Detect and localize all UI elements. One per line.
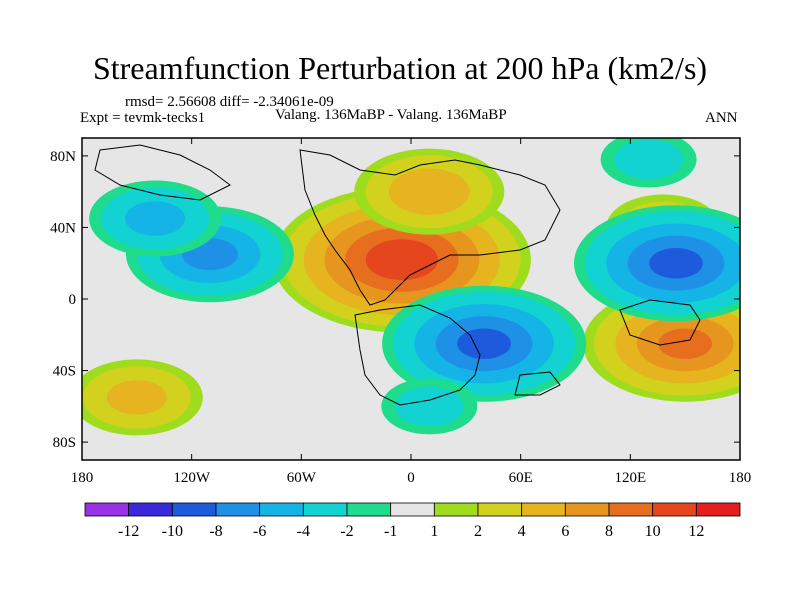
x-tick-label-1: 120W <box>173 470 211 486</box>
colorbar-box-1 <box>128 502 173 517</box>
colorbar-box-2 <box>171 502 217 517</box>
colorbar-label-5: -2 <box>340 523 353 540</box>
colorbar-label-3: -6 <box>253 523 266 540</box>
colorbar-box-7 <box>390 502 435 517</box>
colorbar-label-0: -12 <box>118 523 139 540</box>
colorbar-label-13: 12 <box>688 523 704 540</box>
colorbar-label-9: 4 <box>518 523 526 540</box>
y-tick-label-3: 40S <box>53 364 76 380</box>
x-tick-label-2: 60W <box>287 470 317 486</box>
period-label: ANN <box>705 110 738 126</box>
coastline-2 <box>514 371 561 396</box>
colorbar-label-11: 8 <box>605 523 613 540</box>
colorbar-box-8 <box>433 502 479 517</box>
field-contour-10-1 <box>614 139 683 180</box>
comparison-label: Valang. 136MaBP - Valang. 136MaBP <box>275 107 507 123</box>
stats-label: rmsd= 2.56608 diff= -2.34061e-09 <box>125 94 334 110</box>
colorbar-label-2: -8 <box>209 523 222 540</box>
colorbar-label-4: -4 <box>297 523 310 540</box>
x-tick-label-3: 0 <box>407 470 415 486</box>
field-contour-8-2 <box>125 201 186 236</box>
coastline-3 <box>619 299 701 346</box>
y-tick-label-0: 80N <box>50 149 76 165</box>
colorbar-box-14 <box>695 502 741 517</box>
y-tick-label-4: 80S <box>53 435 76 451</box>
colorbar-box-12 <box>608 502 654 517</box>
y-tick-label-2: 0 <box>69 292 77 308</box>
coastline-1 <box>354 304 481 406</box>
colorbar-label-1: -10 <box>162 523 183 540</box>
colorbar-label-8: 2 <box>474 523 482 540</box>
x-tick-label-4: 60E <box>509 470 533 486</box>
x-tick-label-6: 180 <box>729 470 752 486</box>
y-tick-label-1: 40N <box>50 220 76 236</box>
field-contour-1-2 <box>388 168 470 215</box>
chart-title: Streamfunction Perturbation at 200 hPa (… <box>92 50 708 86</box>
colorbar-box-10 <box>521 502 566 517</box>
colorbar-label-10: 6 <box>561 523 569 540</box>
x-tick-label-0: 180 <box>71 470 94 486</box>
colorbar-box-6 <box>346 502 392 517</box>
colorbar-box-11 <box>564 502 610 517</box>
field-contour-0-5 <box>365 239 438 281</box>
x-tick-label-5: 120E <box>614 470 646 486</box>
field-contour-4-2 <box>106 380 167 415</box>
colorbar-box-13 <box>652 502 697 517</box>
field-group <box>82 138 740 436</box>
colorbar-label-12: 10 <box>645 523 661 540</box>
coastline-0 <box>299 149 561 306</box>
colorbar-label-6: -1 <box>384 523 397 540</box>
colorbar-label-7: 1 <box>430 523 438 540</box>
colorbar-box-5 <box>302 502 348 517</box>
coastline-4 <box>94 144 231 201</box>
field-contour-6-4 <box>649 247 703 279</box>
field-contour-2-4 <box>658 328 713 359</box>
colorbar-box-3 <box>215 502 261 517</box>
colorbar-box-0 <box>84 502 130 517</box>
colorbar-box-9 <box>477 502 523 517</box>
colorbar-box-4 <box>259 502 304 517</box>
experiment-label: Expt = tevmk-tecks1 <box>80 110 206 126</box>
field-contour-5-4 <box>457 328 511 359</box>
field-contour-9-1 <box>394 386 464 427</box>
